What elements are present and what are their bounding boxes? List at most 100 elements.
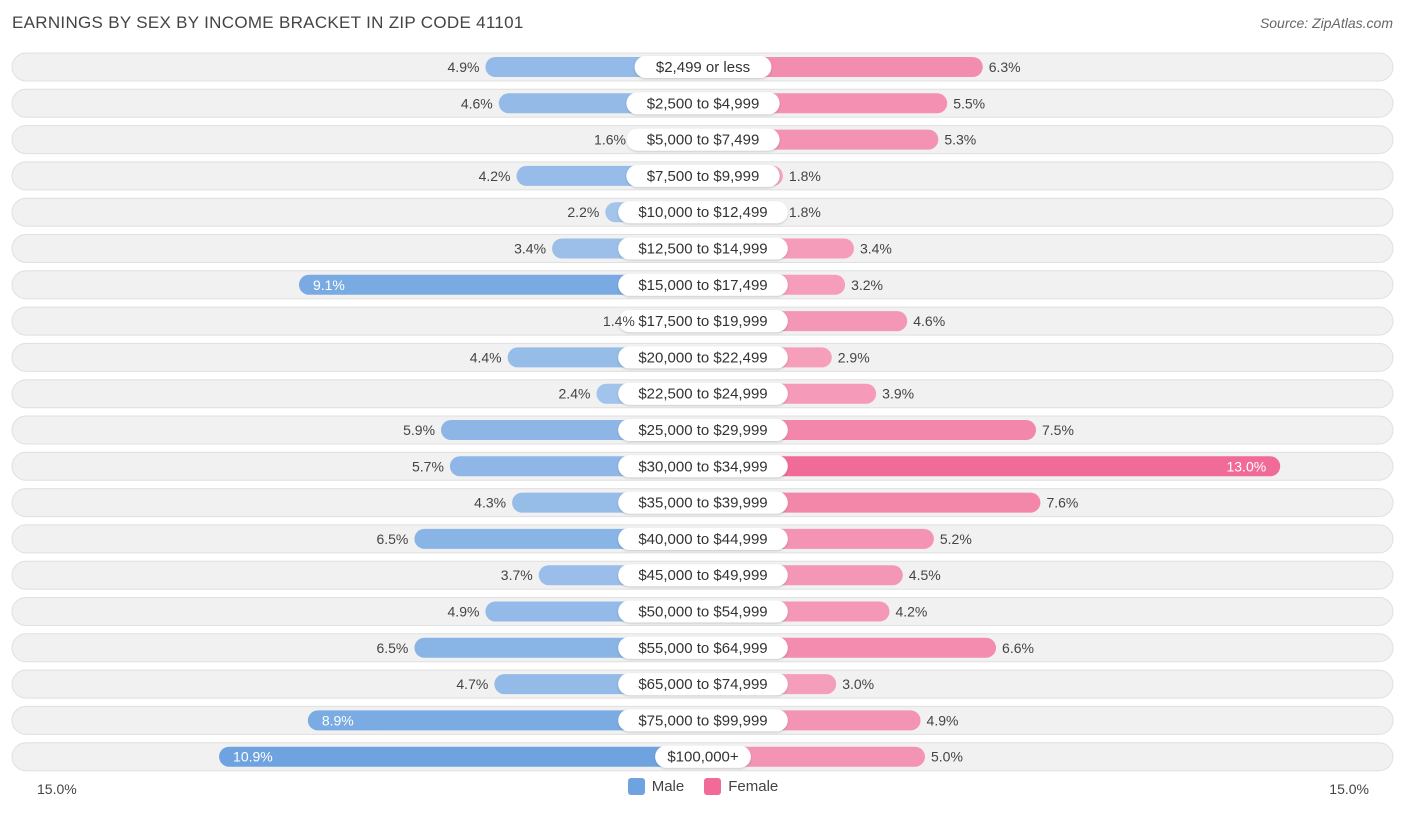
value-label-female: 7.5% xyxy=(1042,422,1074,438)
bar-female xyxy=(693,456,1281,477)
row-4: $10,000 to $12,499 2.2% 1.8% xyxy=(11,197,1394,227)
value-label-female: 3.2% xyxy=(851,277,883,293)
legend-swatch-female xyxy=(704,778,722,795)
value-label-female: 3.4% xyxy=(860,241,892,257)
category-label: $5,000 to $7,499 xyxy=(647,132,760,149)
value-label-female: 4.6% xyxy=(913,313,945,329)
legend-item-male[interactable]: Male xyxy=(627,778,685,795)
legend-swatch-male xyxy=(627,778,645,795)
value-label-female: 5.2% xyxy=(940,531,972,547)
bar-male xyxy=(298,274,713,295)
category-pill xyxy=(618,455,788,478)
value-label-male: 1.6% xyxy=(594,132,626,148)
value-label-male: 9.1% xyxy=(313,277,345,293)
value-label-female: 3.9% xyxy=(882,386,914,402)
value-label-male: 3.7% xyxy=(501,567,533,583)
category-pill xyxy=(618,491,788,514)
value-label-female: 1.8% xyxy=(789,168,821,184)
category-pill xyxy=(618,673,788,696)
value-label-male: 1.4% xyxy=(603,313,635,329)
value-label-male: 4.9% xyxy=(448,604,480,620)
row-3: $7,500 to $9,999 4.2% 1.8% xyxy=(11,161,1394,191)
value-label-male: 4.2% xyxy=(479,168,511,184)
value-label-male: 4.9% xyxy=(448,59,480,75)
row-16: $55,000 to $64,999 6.5% 6.6% xyxy=(11,633,1394,663)
category-label: $65,000 to $74,999 xyxy=(638,676,767,693)
axis-max-label: 15.0% xyxy=(1329,781,1369,797)
category-label: $35,000 to $39,999 xyxy=(638,495,767,512)
value-label-female: 6.3% xyxy=(989,59,1021,75)
value-label-male: 5.7% xyxy=(412,458,444,474)
axis-min-label: 15.0% xyxy=(37,781,77,797)
chart-title: EARNINGS BY SEX BY INCOME BRACKET IN ZIP… xyxy=(12,13,524,32)
value-label-male: 10.9% xyxy=(233,749,273,765)
row-19: $100,000+ 10.9% 5.0% xyxy=(11,742,1394,772)
row-15: $50,000 to $54,999 4.9% 4.2% xyxy=(11,597,1394,626)
row-1: $2,500 to $4,999 4.6% 5.5% xyxy=(11,88,1394,118)
category-pill xyxy=(618,564,788,587)
value-label-female: 7.6% xyxy=(1046,495,1078,511)
row-8: $20,000 to $22,499 4.4% 2.9% xyxy=(11,342,1394,372)
category-label: $12,500 to $14,999 xyxy=(638,241,767,258)
value-label-female: 5.5% xyxy=(953,95,985,111)
category-label: $20,000 to $22,499 xyxy=(638,349,767,366)
row-11: $30,000 to $34,999 5.7% 13.0% xyxy=(11,451,1394,481)
value-label-male: 3.4% xyxy=(514,241,546,257)
category-label: $40,000 to $44,999 xyxy=(638,531,767,548)
category-label: $7,500 to $9,999 xyxy=(647,168,760,185)
value-label-female: 5.3% xyxy=(944,132,976,148)
row-18: $75,000 to $99,999 8.9% 4.9% xyxy=(11,705,1394,735)
bar-male xyxy=(307,710,713,731)
category-label: $75,000 to $99,999 xyxy=(638,712,767,729)
legend: Male Female xyxy=(0,778,1406,795)
chart-svg: $2,499 or less 4.9% 6.3% $2,500 to $4,999 4.… xyxy=(11,52,1394,772)
row-12: $35,000 to $39,999 4.3% 7.6% xyxy=(11,488,1394,518)
row-9: $22,500 to $24,999 2.4% 3.9% xyxy=(11,379,1394,409)
row-6: $15,000 to $17,499 9.1% 3.2% xyxy=(11,270,1394,300)
category-pill xyxy=(618,201,788,224)
value-label-male: 4.3% xyxy=(474,495,506,511)
category-label: $2,500 to $4,999 xyxy=(647,95,760,112)
row-2: $5,000 to $7,499 1.6% 5.3% xyxy=(11,125,1394,155)
value-label-male: 5.9% xyxy=(403,422,435,438)
category-label: $22,500 to $24,999 xyxy=(638,386,767,403)
category-pill xyxy=(655,745,751,768)
row-14: $45,000 to $49,999 3.7% 4.5% xyxy=(11,560,1394,590)
category-label: $100,000+ xyxy=(667,749,739,766)
value-label-male: 4.7% xyxy=(456,676,488,692)
category-pill xyxy=(618,600,788,623)
category-label: $17,500 to $19,999 xyxy=(638,313,767,330)
category-label: $30,000 to $34,999 xyxy=(638,458,767,475)
category-label: $2,499 or less xyxy=(656,59,750,76)
value-label-male: 2.2% xyxy=(567,204,599,220)
category-label: $45,000 to $49,999 xyxy=(638,567,767,584)
category-pill xyxy=(618,310,788,333)
legend-item-female[interactable]: Female xyxy=(704,778,778,795)
row-10: $25,000 to $29,999 5.9% 7.5% xyxy=(11,415,1394,445)
legend-label-female: Female xyxy=(728,778,779,795)
legend-label-male: Male xyxy=(651,778,685,795)
category-label: $15,000 to $17,499 xyxy=(638,277,767,294)
bar-male xyxy=(219,746,714,767)
category-label: $50,000 to $54,999 xyxy=(638,604,767,621)
category-pill xyxy=(626,128,780,151)
value-label-female: 13.0% xyxy=(1226,458,1266,474)
category-label: $25,000 to $29,999 xyxy=(638,422,767,439)
value-label-male: 2.4% xyxy=(559,386,591,402)
category-pill xyxy=(618,237,788,260)
category-pill xyxy=(626,92,780,115)
bar-female xyxy=(693,746,925,767)
value-label-female: 6.6% xyxy=(1002,640,1034,656)
value-label-female: 4.5% xyxy=(909,567,941,583)
value-label-male: 8.9% xyxy=(322,712,354,728)
value-label-female: 3.0% xyxy=(842,676,874,692)
category-label: $10,000 to $12,499 xyxy=(638,204,767,221)
value-label-male: 4.4% xyxy=(470,349,502,365)
category-pill xyxy=(626,164,780,187)
row-13: $40,000 to $44,999 6.5% 5.2% xyxy=(11,524,1394,554)
category-pill xyxy=(618,636,788,659)
category-pill xyxy=(618,419,788,441)
category-pill xyxy=(618,527,788,550)
